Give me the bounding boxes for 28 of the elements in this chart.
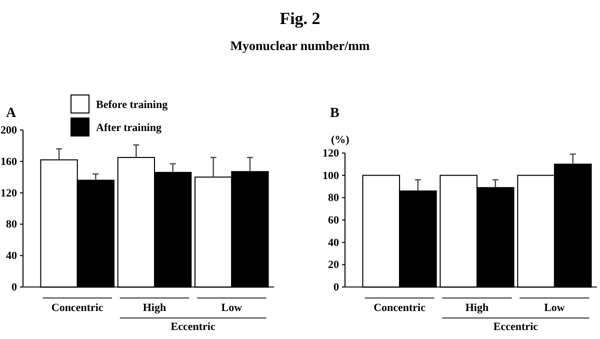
y-tick-label: 120 (322, 148, 340, 160)
y-tick-label: 40 (328, 236, 340, 249)
y-tick-label: 200 (0, 124, 18, 137)
text: Myonuclear number/mm (230, 38, 370, 53)
y-tick-label: 0 (334, 282, 340, 294)
legend-label: Before training (96, 99, 168, 111)
x-tick-label: Low (221, 302, 242, 314)
y-tick-label: 60 (328, 214, 340, 227)
y-tick-label: 20 (328, 259, 340, 272)
y-tick-label: 40 (6, 250, 18, 262)
x-tick-label: Low (544, 302, 565, 314)
text: A (6, 106, 17, 121)
text: B (330, 106, 340, 121)
text: Eccentric (170, 321, 216, 333)
x-tick-label: High (465, 302, 489, 314)
y-tick-label: 160 (0, 156, 18, 168)
chart-title: Fig. 2 (280, 9, 320, 28)
y-tick-label: 80 (6, 218, 18, 231)
y-tick-label: 0 (12, 282, 18, 294)
text: Eccentric (493, 321, 538, 333)
legend-label: After training (96, 122, 162, 134)
x-tick-label: High (142, 302, 166, 314)
x-tick-label: Concentric (51, 302, 104, 314)
y-axis-title: (%) (331, 134, 350, 146)
y-tick-label: 100 (322, 170, 340, 182)
x-tick-label: Concentric (374, 302, 426, 314)
y-tick-label: 80 (328, 192, 340, 204)
y-tick-label: 120 (0, 187, 18, 200)
